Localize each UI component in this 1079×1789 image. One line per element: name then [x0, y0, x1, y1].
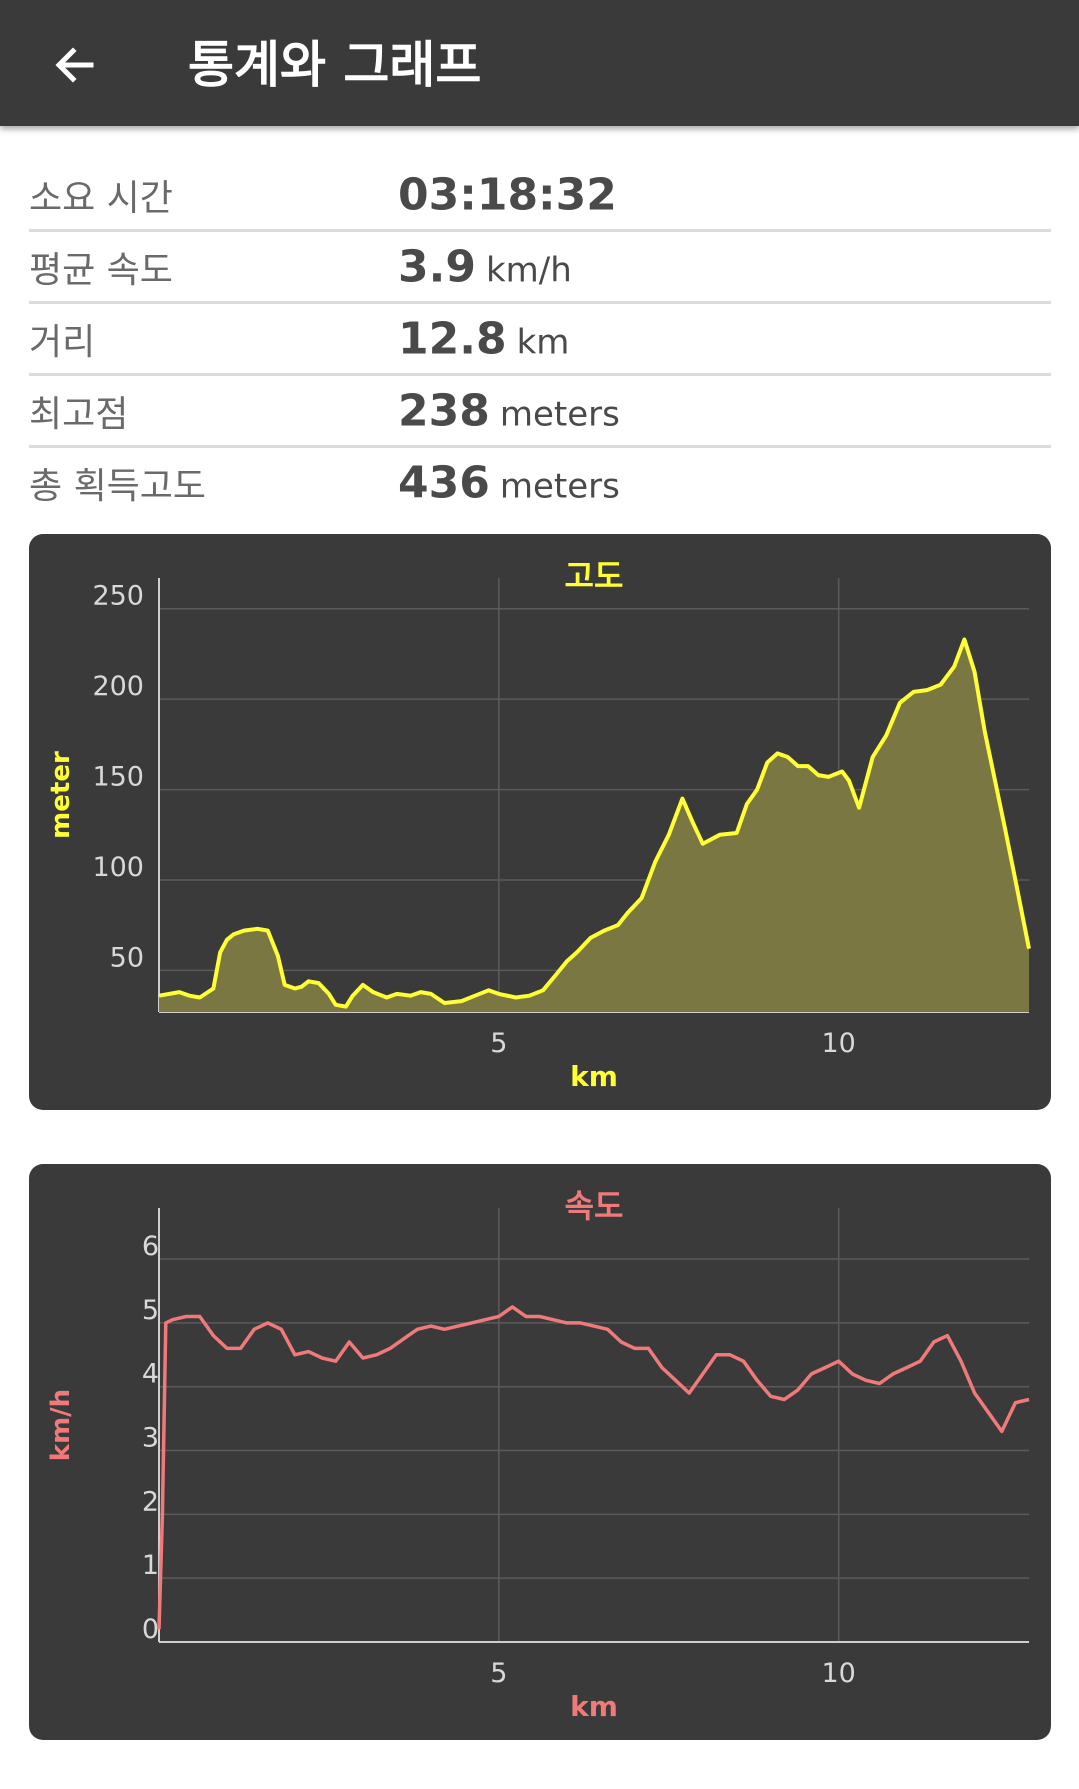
y-tick-label: 3 [142, 1423, 159, 1454]
speed-chart[interactable]: 0 1 2 3 4 5 6 5 10 속도 km km/h [29, 1164, 1051, 1740]
chart-title: 속도 [565, 1187, 624, 1225]
speed-series-line [157, 1305, 1030, 1630]
stat-value: 3.9 km/h [398, 241, 572, 292]
stat-label: 소요 시간 [29, 177, 173, 219]
stat-value: 12.8 km [398, 313, 569, 364]
stat-value: 238 meters [398, 385, 620, 436]
y-axis-title: km/h [46, 1389, 76, 1461]
y-tick-label: 5 [142, 1295, 159, 1326]
stat-row-max-altitude: 최고점 238 meters [29, 376, 1051, 448]
stat-value: 03:18:32 [398, 169, 627, 220]
y-tick-label: 50 [110, 942, 144, 973]
stat-number: 238 [398, 385, 490, 436]
y-tick-label: 1 [142, 1550, 159, 1581]
stat-value: 436 meters [398, 457, 620, 508]
x-axis-title: km [570, 1060, 618, 1093]
stat-row-avg-speed: 평균 속도 3.9 km/h [29, 232, 1051, 304]
stat-row-duration: 소요 시간 03:18:32 [29, 160, 1051, 232]
stat-number: 436 [398, 457, 490, 508]
y-tick-label: 250 [92, 581, 144, 612]
stat-number: 12.8 [398, 313, 507, 364]
stat-row-total-ascent: 총 획득고도 436 meters [29, 448, 1051, 517]
stat-number: 03:18:32 [398, 169, 617, 220]
stat-label: 평균 속도 [29, 249, 173, 291]
y-tick-label: 4 [142, 1359, 159, 1390]
y-axis-title: meter [46, 751, 76, 839]
y-tick-label: 150 [92, 762, 144, 793]
stat-number: 3.9 [398, 241, 476, 292]
stat-unit: km/h [485, 250, 572, 290]
stat-label: 최고점 [29, 393, 129, 435]
y-tick-label: 6 [142, 1231, 159, 1262]
stat-unit: km [516, 322, 570, 362]
x-tick-label: 5 [490, 1028, 507, 1059]
app-bar: 통계와 그래프 [0, 0, 1079, 126]
altitude-chart[interactable]: 50 100 150 200 250 5 10 고도 km meter [29, 534, 1051, 1110]
x-tick-label: 5 [490, 1658, 507, 1689]
stat-unit: meters [499, 394, 620, 434]
back-button[interactable] [40, 30, 110, 100]
stat-label: 총 획득고도 [29, 465, 207, 507]
arrow-left-icon [55, 47, 94, 83]
altitude-series-line [158, 637, 1031, 1009]
stat-label: 거리 [29, 321, 96, 363]
y-tick-label: 2 [142, 1486, 159, 1517]
page-title: 통계와 그래프 [188, 36, 482, 94]
x-tick-label: 10 [822, 1028, 856, 1059]
stat-unit: meters [499, 466, 620, 506]
stat-row-distance: 거리 12.8 km [29, 304, 1051, 376]
y-tick-label: 100 [92, 852, 144, 883]
chart-title: 고도 [565, 557, 624, 595]
altitude-area-fill [159, 639, 1029, 1012]
y-tick-label: 200 [92, 671, 144, 702]
y-tick-label: 0 [142, 1614, 159, 1645]
speed-chart-card: 0 1 2 3 4 5 6 5 10 속도 km km/h [29, 1164, 1051, 1740]
x-tick-label: 10 [822, 1658, 856, 1689]
x-axis-title: km [570, 1690, 618, 1723]
altitude-chart-card: 50 100 150 200 250 5 10 고도 km meter [29, 534, 1051, 1110]
stats-table: 소요 시간 03:18:32 평균 속도 3.9 km/h 거리 12.8 km 최… [29, 160, 1051, 517]
